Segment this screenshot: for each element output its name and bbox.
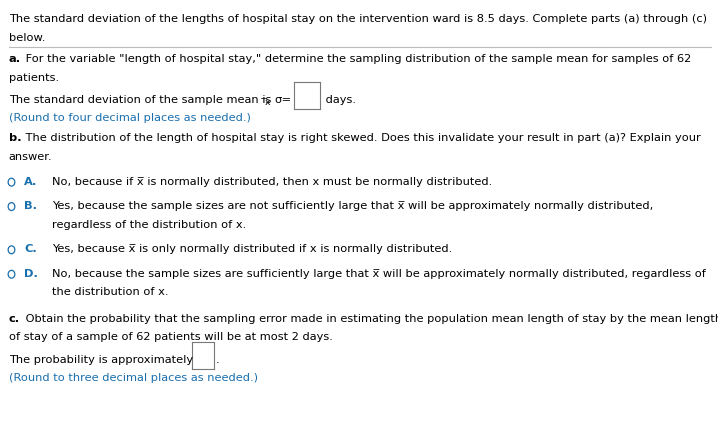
Text: regardless of the distribution of x.: regardless of the distribution of x. [52,220,246,230]
Text: Yes, because the sample sizes are not sufficiently large that x̅ will be approxi: Yes, because the sample sizes are not su… [52,201,653,211]
Text: The standard deviation of the lengths of hospital stay on the intervention ward : The standard deviation of the lengths of… [9,14,707,24]
Text: =: = [278,95,291,105]
Text: answer.: answer. [9,152,52,162]
Text: c.: c. [9,314,19,324]
Text: For the variable "length of hospital stay," determine the sampling distribution : For the variable "length of hospital sta… [22,54,691,64]
Text: Obtain the probability that the sampling error made in estimating the population: Obtain the probability that the sampling… [22,314,718,324]
Text: b.: b. [9,133,22,143]
Text: A.: A. [24,177,38,187]
Text: of stay of a sample of 62 patients will be at most 2 days.: of stay of a sample of 62 patients will … [9,333,332,343]
Text: (Round to four decimal places as needed.): (Round to four decimal places as needed.… [9,113,251,123]
Text: .: . [215,355,219,365]
Text: The distribution of the length of hospital stay is right skewed. Does this inval: The distribution of the length of hospit… [22,133,700,143]
Text: below.: below. [9,33,45,43]
Text: a.: a. [9,54,21,64]
Text: the distribution of x.: the distribution of x. [52,288,168,298]
Text: B.: B. [24,201,37,211]
Text: The probability is approximately: The probability is approximately [9,355,192,365]
Text: No, because if x̅ is normally distributed, then x must be normally distributed.: No, because if x̅ is normally distribute… [52,177,492,187]
Text: The standard deviation of the sample mean is σ: The standard deviation of the sample mea… [9,95,282,105]
Text: C.: C. [24,244,37,254]
Text: (Round to three decimal places as needed.): (Round to three decimal places as needed… [9,373,258,383]
Text: ̅x: ̅x [266,98,271,107]
Text: No, because the sample sizes are sufficiently large that x̅ will be approximatel: No, because the sample sizes are suffici… [52,269,706,279]
Text: patients.: patients. [9,73,59,83]
Text: D.: D. [24,269,38,279]
Text: days.: days. [322,95,355,105]
Text: Yes, because x̅ is only normally distributed if x is normally distributed.: Yes, because x̅ is only normally distrib… [52,244,452,254]
